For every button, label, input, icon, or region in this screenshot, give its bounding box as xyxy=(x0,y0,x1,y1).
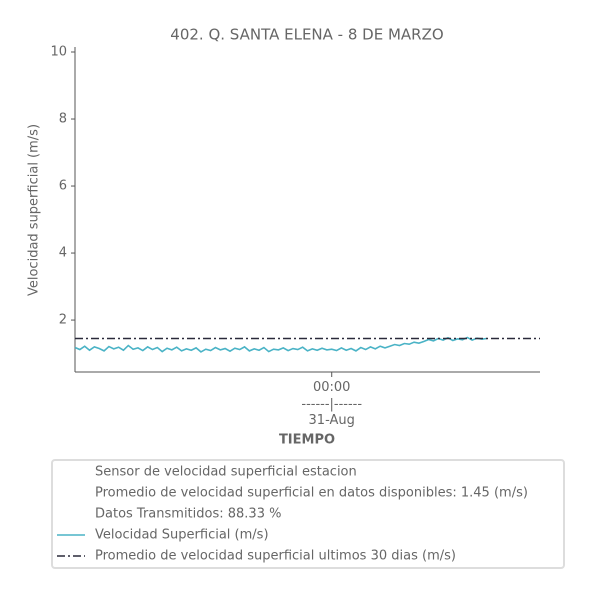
y-tick-label: 8 xyxy=(59,112,67,127)
y-tick-label: 4 xyxy=(59,246,67,261)
y-tick-label: 10 xyxy=(50,45,67,60)
y-tick-label: 2 xyxy=(59,313,67,328)
legend-note: Promedio de velocidad superficial en dat… xyxy=(95,486,528,501)
legend-label: Promedio de velocidad superficial ultimo… xyxy=(95,549,456,564)
legend-note: Sensor de velocidad superficial estacion xyxy=(95,465,357,480)
x-axis-label: TIEMPO xyxy=(279,433,335,448)
legend-note: Datos Transmitidos: 88.33 % xyxy=(95,507,281,522)
y-tick-label: 6 xyxy=(59,179,67,194)
legend-label: Velocidad Superficial (m/s) xyxy=(95,528,269,543)
y-axis-label: Velocidad superficial (m/s) xyxy=(27,124,42,296)
legend-box xyxy=(51,459,565,569)
series-line xyxy=(74,336,487,353)
x-tick-label: 00:00 ------|------ 31-Aug xyxy=(301,380,363,428)
chart-title: 402. Q. SANTA ELENA - 8 DE MARZO xyxy=(170,26,443,44)
